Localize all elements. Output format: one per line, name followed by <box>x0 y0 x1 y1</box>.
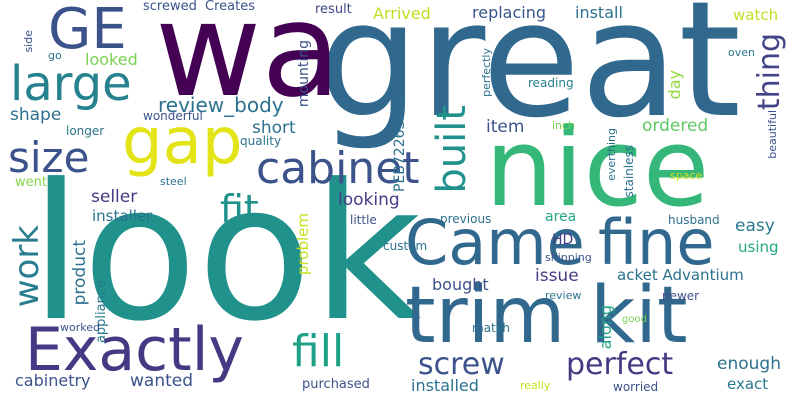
word: acket Advantium <box>617 266 744 284</box>
word: watch <box>733 6 779 24</box>
word: shipping <box>545 251 592 264</box>
word: Exactly <box>25 315 244 385</box>
word: look <box>30 144 422 363</box>
word: worried <box>613 380 659 394</box>
word: quality <box>240 134 282 148</box>
word: mounting <box>296 40 312 108</box>
word: go <box>48 49 62 62</box>
word: looked <box>85 50 138 69</box>
word: review_body <box>158 93 284 117</box>
word: installed <box>411 376 479 395</box>
word: purchased <box>302 377 370 392</box>
word: reading <box>528 76 574 90</box>
word: product <box>70 240 90 306</box>
word: easy <box>735 216 775 236</box>
word: problem <box>294 213 312 276</box>
word: screw <box>418 347 505 382</box>
word: item <box>486 117 525 137</box>
word: ordered <box>642 116 709 136</box>
word: thing <box>752 33 787 111</box>
word: install <box>575 3 623 22</box>
word: great <box>318 0 742 153</box>
word: everthing <box>605 128 618 181</box>
word: little <box>350 213 377 227</box>
word: perfectly <box>480 48 493 97</box>
word: Creates <box>205 0 255 14</box>
word: using <box>738 238 779 256</box>
word: enough <box>717 354 781 374</box>
word: wa <box>155 0 341 126</box>
word: fit <box>220 187 259 231</box>
word: perfect <box>566 347 674 382</box>
word: shape <box>10 105 62 125</box>
word: custom <box>383 239 428 253</box>
word: husband <box>668 213 720 227</box>
word: built <box>429 105 475 194</box>
word: newer <box>662 289 700 303</box>
word: review <box>545 289 582 302</box>
word: day <box>665 70 684 100</box>
word: match <box>472 321 510 335</box>
word: replacing <box>472 3 547 22</box>
word: fill <box>292 326 345 377</box>
word: good <box>622 314 647 325</box>
word: installer <box>92 207 153 225</box>
word: area <box>545 209 577 225</box>
word: oven <box>728 46 755 59</box>
word: cabinetry <box>15 371 91 390</box>
word: trim kit <box>405 271 688 361</box>
word: gap <box>122 105 243 179</box>
word: short <box>252 118 296 138</box>
word: fine <box>598 206 715 279</box>
word: side <box>22 30 35 53</box>
word: really <box>520 379 551 392</box>
word: HD <box>552 232 574 248</box>
word: exact <box>727 375 769 393</box>
word: large <box>10 56 132 112</box>
word: screwed <box>143 0 197 14</box>
word: seller <box>91 187 138 207</box>
word: cabinet <box>256 143 420 194</box>
word: longer <box>66 124 105 138</box>
word: Arrived <box>373 4 431 23</box>
word: work <box>7 225 47 308</box>
word: wanted <box>130 371 194 391</box>
word: looking <box>338 190 400 210</box>
word: went <box>15 175 47 190</box>
word: size <box>8 133 90 182</box>
word: GE <box>48 0 127 62</box>
word: previous <box>440 212 492 226</box>
word: along <box>596 305 615 350</box>
word: stainless <box>622 145 636 198</box>
word: worked <box>60 321 100 334</box>
word: bought <box>432 275 489 294</box>
word: result <box>315 2 352 17</box>
word: wonderful <box>143 109 203 123</box>
word: steel <box>160 175 187 188</box>
word: beautiful <box>766 110 779 159</box>
word: Came <box>405 206 585 279</box>
word: inch <box>552 119 576 132</box>
word: space <box>670 169 703 182</box>
word: issue <box>535 266 579 286</box>
word: nice <box>485 106 710 231</box>
word: PEB7226SFSS <box>392 95 408 192</box>
